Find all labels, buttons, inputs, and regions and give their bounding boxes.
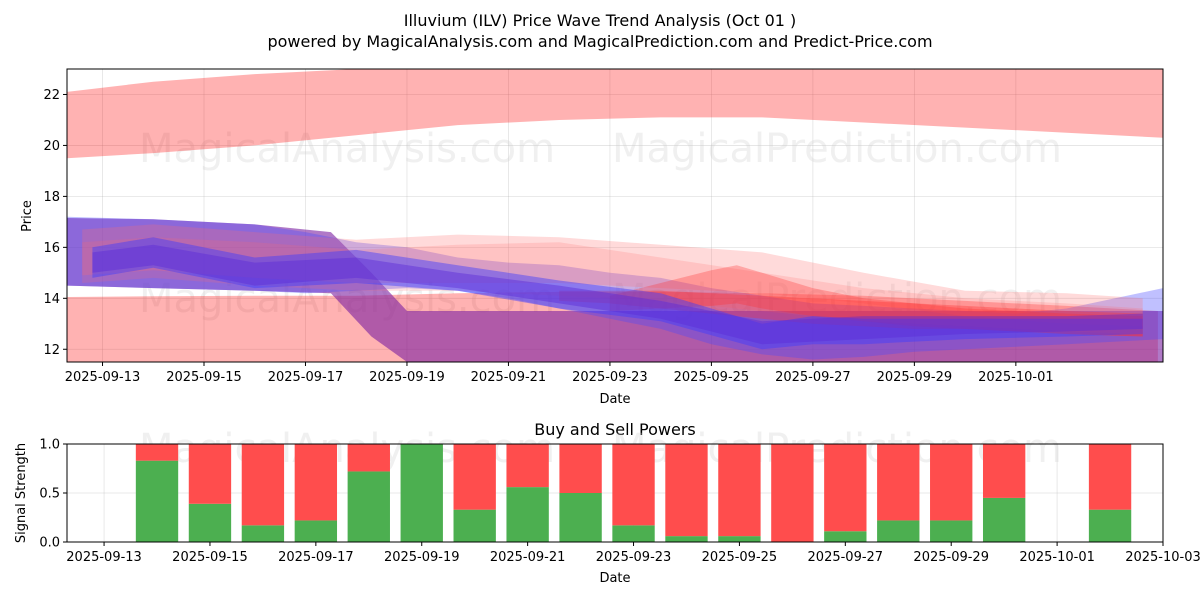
signal-bars (135, 444, 1132, 542)
signal-x-tick-label: 2025-09-19 (384, 550, 460, 565)
wave-bands (67, 69, 1163, 362)
watermark-right: MagicalPrediction.com (612, 126, 1062, 172)
price-y-ticks: 12 14 16 18 20 22 (43, 88, 67, 358)
buy-bar (347, 471, 390, 542)
price-x-tick-label: 2025-09-17 (268, 370, 344, 385)
signal-x-ticks: 2025-09-13 2025-09-15 2025-09-17 2025-09-19… (66, 542, 1200, 565)
band-red-wave-2 (609, 265, 1143, 337)
sell-bar (188, 444, 232, 504)
buy-bar (877, 520, 920, 542)
sell-bar (612, 444, 655, 526)
buy-bar (612, 525, 655, 542)
price-y-tick-label: 20 (43, 139, 60, 154)
price-y-tick-label: 12 (43, 343, 60, 358)
signal-x-tick-label: 2025-09-21 (490, 550, 566, 565)
signal-x-tick-label: 2025-09-29 (913, 550, 989, 565)
signal-chart-title: Buy and Sell Powers (534, 420, 696, 439)
signal-y-tick-label: 1.0 (39, 438, 60, 453)
band-blue-wave-2 (92, 237, 1143, 350)
band-red-wave-1 (559, 290, 1143, 337)
sell-bar (453, 444, 496, 510)
watermark-left: MagicalAnalysis.com (139, 126, 555, 172)
sell-bar (559, 444, 602, 493)
price-y-axis-label: Price (20, 200, 35, 232)
sell-bar (135, 444, 179, 461)
price-x-tick-label: 2025-10-01 (978, 370, 1054, 385)
sell-bar (718, 444, 761, 537)
signal-y-axis-label: Signal Strength (14, 443, 29, 543)
price-x-tick-label: 2025-09-29 (877, 370, 953, 385)
buy-bar (135, 460, 179, 542)
buy-bar (188, 503, 232, 542)
band-pink-wave-1 (82, 224, 1143, 327)
sell-bar (294, 444, 338, 521)
buy-bar (718, 536, 761, 542)
price-x-tick-label: 2025-09-13 (65, 370, 141, 385)
buy-bar (930, 520, 973, 542)
price-y-tick-label: 14 (43, 292, 60, 307)
price-y-tick-label: 16 (43, 241, 60, 256)
sell-bar (824, 444, 867, 532)
price-y-tick-label: 18 (43, 190, 60, 205)
price-x-tick-label: 2025-09-21 (471, 370, 547, 385)
buy-bar (400, 444, 443, 542)
price-x-axis-label: Date (599, 392, 630, 407)
signal-x-tick-label: 2025-10-03 (1125, 550, 1200, 565)
sell-bar (506, 444, 549, 488)
band-purple-band (67, 218, 1163, 362)
chart-title-line2: powered by MagicalAnalysis.com and Magic… (267, 32, 932, 51)
signal-x-tick-label: 2025-09-25 (702, 550, 778, 565)
price-plot-frame (66, 68, 1164, 363)
buy-bar (506, 487, 549, 542)
signal-x-tick-label: 2025-09-23 (596, 550, 672, 565)
signal-x-tick-label: 2025-09-17 (278, 550, 354, 565)
signal-x-axis-label: Date (599, 571, 630, 586)
price-chart: MagicalAnalysis.com MagicalPrediction.co… (20, 68, 1164, 407)
buy-bar (241, 525, 285, 542)
sell-bar (241, 444, 285, 526)
buy-bar (982, 497, 1026, 542)
sell-bar (347, 444, 390, 472)
price-x-tick-label: 2025-09-15 (166, 370, 242, 385)
signal-x-tick-label: 2025-09-13 (66, 550, 142, 565)
price-x-tick-label: 2025-09-27 (775, 370, 851, 385)
price-x-tick-label: 2025-09-25 (674, 370, 750, 385)
buy-bar (1088, 509, 1132, 542)
chart-title-line1: Illuvium (ILV) Price Wave Trend Analysis… (404, 11, 797, 30)
price-x-tick-label: 2025-09-19 (369, 370, 445, 385)
band-blue-wave-3 (92, 244, 1143, 345)
sell-bar (1088, 444, 1132, 510)
signal-x-tick-label: 2025-09-15 (172, 550, 248, 565)
signal-y-tick-label: 0.5 (39, 487, 60, 502)
signal-y-tick-label: 0.0 (39, 536, 60, 551)
sell-bar (877, 444, 920, 521)
sell-bar (771, 444, 814, 542)
band-blue-wave-1 (67, 216, 1163, 360)
sell-bar (930, 444, 973, 521)
buy-bar (294, 520, 338, 542)
buy-bar (453, 509, 496, 542)
signal-x-tick-label: 2025-09-27 (808, 550, 884, 565)
buy-bar (824, 531, 867, 542)
buy-bar (665, 536, 708, 542)
signal-x-tick-label: 2025-10-01 (1019, 550, 1095, 565)
price-y-tick-label: 22 (43, 88, 60, 103)
signal-y-ticks: 0.0 0.5 1.0 (39, 438, 67, 551)
sell-bar (665, 444, 708, 537)
price-x-tick-label: 2025-09-23 (572, 370, 648, 385)
band-pink-wave-2 (82, 237, 1143, 334)
sell-bar (982, 444, 1026, 498)
price-x-ticks: 2025-09-13 2025-09-15 2025-09-17 2025-09-19… (65, 362, 1054, 385)
band-upper-wave (67, 69, 1163, 159)
signal-chart: Buy and Sell Powers MagicalAnalysis.com … (14, 420, 1200, 586)
buy-bar (559, 493, 602, 542)
